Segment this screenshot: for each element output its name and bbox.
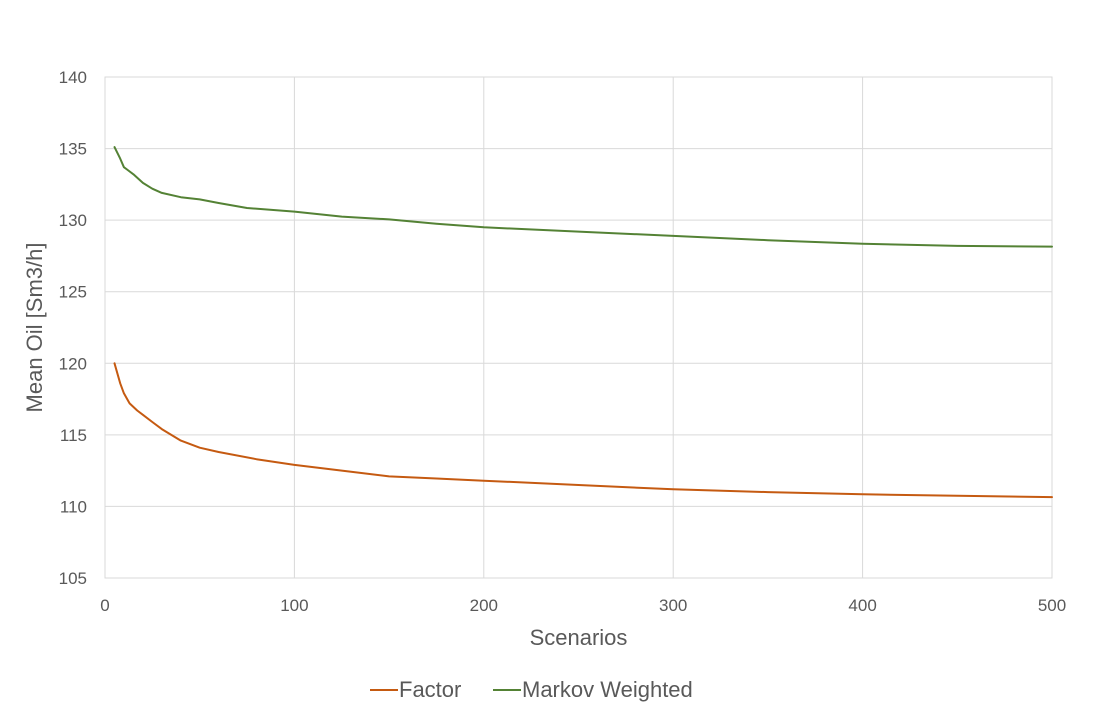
- x-tick-label: 200: [470, 596, 498, 615]
- series-lines: [113, 146, 1053, 499]
- legend-label-factor: Factor: [399, 677, 461, 702]
- x-tick-label: 300: [659, 596, 687, 615]
- series-line-factor: [113, 362, 1053, 499]
- series-line-markov-weighted: [113, 146, 1053, 248]
- y-axis-title: Mean Oil [Sm3/h]: [22, 243, 47, 413]
- y-tick-label: 140: [59, 68, 87, 87]
- y-tick-label: 130: [59, 211, 87, 230]
- y-tick-label: 120: [59, 354, 87, 373]
- x-tick-label: 500: [1038, 596, 1066, 615]
- legend: Factor Markov Weighted: [370, 677, 693, 702]
- y-tick-label: 125: [59, 283, 87, 302]
- y-tick-label: 115: [60, 426, 87, 445]
- y-tick-label: 105: [59, 569, 87, 588]
- grid: [104, 76, 1053, 579]
- y-tick-label: 110: [60, 497, 87, 516]
- x-axis-ticks: 0 100 200 300 400 500: [100, 596, 1066, 615]
- y-tick-label: 135: [59, 140, 87, 159]
- x-axis-title: Scenarios: [530, 625, 628, 650]
- x-tick-label: 400: [848, 596, 876, 615]
- legend-label-markov-weighted: Markov Weighted: [522, 677, 693, 702]
- plot-area-frame: [104, 76, 1053, 579]
- x-tick-label: 0: [100, 596, 109, 615]
- x-tick-label: 100: [280, 596, 308, 615]
- y-axis-ticks: 105 110 115 120 125 130 135 140: [59, 68, 87, 588]
